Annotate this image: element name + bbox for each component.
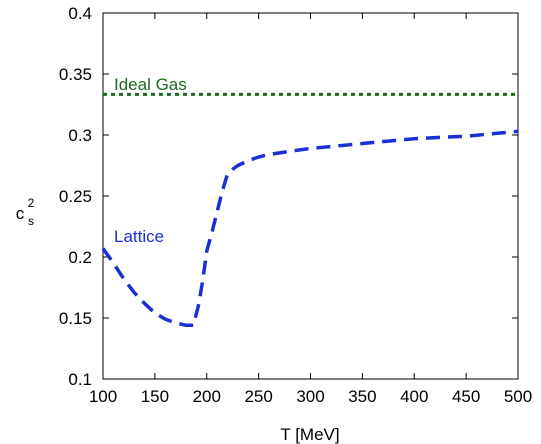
x-tick-label: 350 — [348, 387, 376, 406]
y-tick-label: 0.25 — [59, 187, 92, 206]
series-label-ideal-gas: Ideal Gas — [114, 75, 187, 94]
y-tick-label: 0.3 — [68, 126, 92, 145]
y-axis-label: c s 2 — [16, 196, 35, 228]
x-axis-label: T [MeV] — [280, 425, 339, 444]
x-tick-label: 500 — [504, 387, 532, 406]
y-tick-label: 0.15 — [59, 309, 92, 328]
x-tick-label: 250 — [244, 387, 272, 406]
y-tick-label: 0.1 — [68, 370, 92, 389]
plot-frame — [102, 12, 519, 380]
series-layer — [101, 92, 519, 328]
series-line-lattice — [101, 129, 519, 328]
y-tick-label: 0.4 — [68, 4, 92, 23]
x-axis-ticks: 100 150 200 250 300 350 400 450 500 — [89, 13, 532, 406]
series-label-lattice: Lattice — [114, 227, 164, 246]
x-tick-label: 100 — [89, 387, 117, 406]
y-axis-label-main: c — [16, 204, 25, 223]
y-axis-label-subscript: s — [28, 214, 34, 228]
y-tick-label: 0.2 — [68, 248, 92, 267]
x-tick-label: 150 — [141, 387, 169, 406]
y-axis-ticks: 0.1 0.15 0.2 0.25 0.3 0.35 0.4 — [59, 4, 518, 389]
x-tick-label: 200 — [193, 387, 221, 406]
x-tick-label: 450 — [452, 387, 480, 406]
x-tick-label: 400 — [400, 387, 428, 406]
x-tick-label: 300 — [296, 387, 324, 406]
y-axis-label-superscript: 2 — [28, 196, 35, 210]
y-tick-label: 0.35 — [59, 65, 92, 84]
